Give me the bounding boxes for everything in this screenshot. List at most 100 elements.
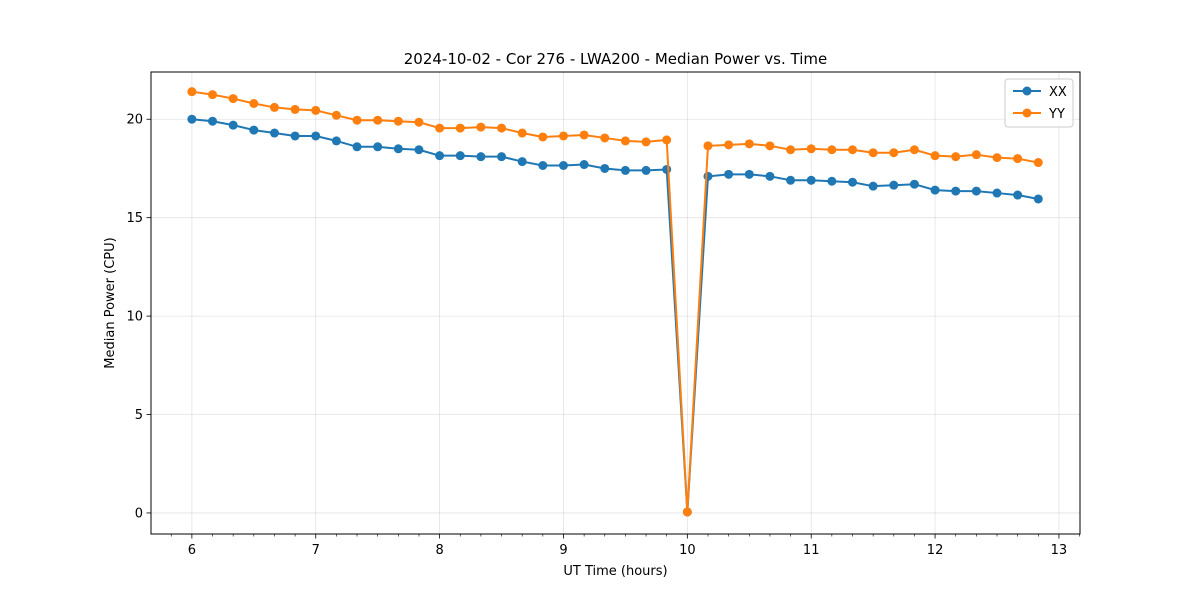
data-point-yy <box>1033 158 1043 168</box>
data-point-yy <box>249 98 259 108</box>
data-point-xx <box>600 163 610 173</box>
x-tick-label: 7 <box>312 543 320 558</box>
data-point-xx <box>476 152 486 162</box>
data-point-yy <box>600 133 610 143</box>
data-point-xx <box>786 175 796 185</box>
data-point-xx <box>311 131 321 141</box>
data-point-yy <box>806 144 816 154</box>
data-point-xx <box>971 186 981 196</box>
data-point-xx <box>1033 194 1043 204</box>
data-point-xx <box>249 125 259 135</box>
data-point-xx <box>847 177 857 187</box>
y-axis-label: Median Power (CPU) <box>103 237 118 368</box>
legend-marker-xx <box>1022 86 1032 96</box>
data-point-yy <box>228 94 238 104</box>
data-point-yy <box>930 151 940 161</box>
data-point-yy <box>352 115 362 125</box>
data-point-xx <box>827 176 837 186</box>
y-tick-label: 5 <box>135 408 143 423</box>
data-point-yy <box>311 105 321 115</box>
data-point-xx <box>435 151 445 161</box>
data-point-xx <box>269 128 279 138</box>
data-point-yy <box>1013 154 1023 164</box>
data-point-xx <box>1013 190 1023 200</box>
data-point-yy <box>951 152 961 162</box>
y-tick-label: 15 <box>126 211 143 226</box>
x-tick-label: 11 <box>803 543 820 558</box>
data-point-xx <box>909 179 919 189</box>
data-point-yy <box>620 136 630 146</box>
data-point-xx <box>744 169 754 179</box>
data-point-yy <box>579 130 589 140</box>
data-point-xx <box>228 120 238 130</box>
data-point-yy <box>868 148 878 158</box>
axes-frame <box>150 71 1081 535</box>
data-point-yy <box>744 139 754 149</box>
data-point-xx <box>373 142 383 152</box>
data-point-yy <box>847 145 857 155</box>
x-tick-label: 6 <box>188 543 196 558</box>
data-point-yy <box>269 102 279 112</box>
data-point-yy <box>682 507 692 517</box>
x-tick-label: 8 <box>435 543 443 558</box>
data-point-xx <box>497 152 507 162</box>
data-point-xx <box>558 161 568 171</box>
legend-marker-yy <box>1022 108 1032 118</box>
data-point-xx <box>393 144 403 154</box>
data-point-yy <box>703 141 713 151</box>
x-tick-label: 13 <box>1051 543 1068 558</box>
x-axis-label: UT Time (hours) <box>563 564 667 579</box>
x-tick-label: 10 <box>679 543 696 558</box>
data-point-yy <box>476 122 486 132</box>
data-point-yy <box>497 123 507 133</box>
data-point-yy <box>558 131 568 141</box>
data-point-yy <box>909 145 919 155</box>
legend-label-xx: XX <box>1049 85 1067 100</box>
data-point-xx <box>765 171 775 181</box>
data-point-yy <box>765 141 775 151</box>
data-point-xx <box>662 164 672 174</box>
data-point-xx <box>455 151 465 161</box>
grid <box>151 72 1080 534</box>
y-tick-label: 20 <box>126 113 143 128</box>
data-point-xx <box>352 142 362 152</box>
data-point-yy <box>393 116 403 126</box>
data-point-yy <box>827 145 837 155</box>
series-layer <box>187 87 1043 517</box>
data-point-yy <box>187 87 197 97</box>
legend: XX YY <box>1004 78 1074 128</box>
data-point-yy <box>414 117 424 127</box>
data-point-yy <box>662 135 672 145</box>
data-point-yy <box>435 123 445 133</box>
chart-title: 2024-10-02 - Cor 276 - LWA200 - Median P… <box>404 50 828 68</box>
data-point-yy <box>724 140 734 150</box>
data-point-xx <box>992 188 1002 198</box>
data-point-yy <box>641 137 651 147</box>
data-point-yy <box>889 148 899 158</box>
data-point-xx <box>517 157 527 167</box>
data-point-xx <box>806 175 816 185</box>
data-point-xx <box>703 171 713 181</box>
data-point-yy <box>331 110 341 120</box>
data-point-yy <box>538 132 548 142</box>
legend-label-yy: YY <box>1048 107 1065 122</box>
data-point-xx <box>187 114 197 124</box>
data-point-xx <box>641 165 651 175</box>
data-point-yy <box>971 150 981 160</box>
data-point-xx <box>538 161 548 171</box>
data-point-xx <box>951 186 961 196</box>
data-point-xx <box>620 165 630 175</box>
data-point-yy <box>992 153 1002 163</box>
x-tick-label: 9 <box>559 543 567 558</box>
data-point-xx <box>290 131 300 141</box>
data-point-xx <box>868 181 878 191</box>
data-point-yy <box>455 123 465 133</box>
data-point-xx <box>724 169 734 179</box>
data-point-yy <box>373 115 383 125</box>
data-point-xx <box>579 160 589 170</box>
data-point-xx <box>208 116 218 126</box>
x-tick-label: 12 <box>927 543 944 558</box>
data-point-yy <box>208 90 218 100</box>
